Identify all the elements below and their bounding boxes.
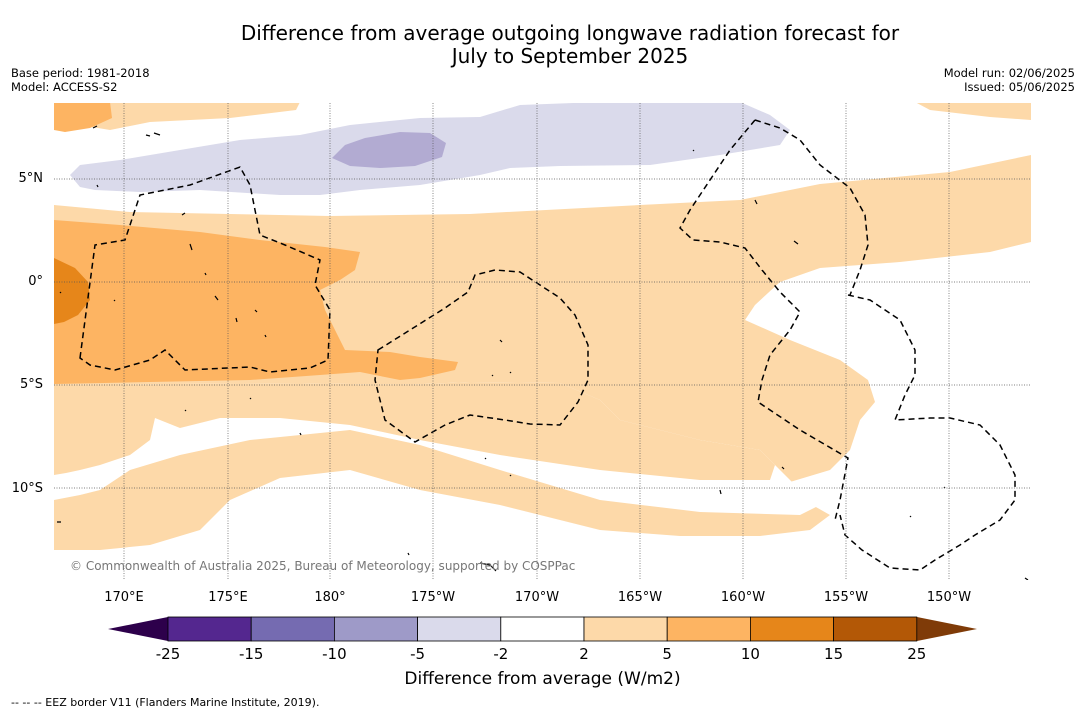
lat-label-equator: 0°: [28, 274, 43, 289]
lon-label-170w: 170°W: [514, 590, 560, 605]
anomaly-region-2-to-5: [54, 382, 775, 480]
colorbar-segment: [167, 616, 252, 642]
colorbar: [108, 616, 977, 642]
colorbar-segment: [333, 616, 418, 642]
anomaly-region-minus-10-to-minus-5: [332, 132, 446, 168]
colorbar-tick-label: -10: [322, 645, 347, 663]
model-name: Model: ACCESS-S2: [11, 80, 118, 94]
copyright-notice: © Commonwealth of Australia 2025, Bureau…: [70, 559, 576, 573]
run-info: Model run: 02/06/2025 Issued: 05/06/2025: [944, 66, 1075, 94]
colorbar-tick-label: -5: [410, 645, 426, 663]
anomaly-region-2-to-5: [54, 103, 300, 130]
colorbar-tick-label: -15: [238, 645, 264, 663]
base-period: Base period: 1981-2018: [11, 66, 150, 80]
lon-label-160w: 160°W: [720, 590, 766, 605]
map-title: Difference from average outgoing longwav…: [0, 22, 1085, 68]
anomaly-region-5-to-10: [54, 103, 112, 132]
colorbar-segment: [583, 616, 668, 642]
colorbar-segment: [500, 616, 585, 642]
colorbar-tick-label: 25: [907, 645, 927, 663]
issued-date: Issued: 05/06/2025: [964, 80, 1075, 94]
lon-label-150w: 150°W: [926, 590, 972, 605]
colorbar-segment: [417, 616, 502, 642]
colorbar-segment: [833, 616, 918, 642]
forecast-anomaly-field: [54, 103, 1031, 580]
lon-label-180: 180°: [314, 590, 346, 605]
colorbar-segment: [666, 616, 751, 642]
colorbar-segment: [250, 616, 335, 642]
colorbar-tick-label: 2: [579, 645, 589, 663]
colorbar-tick-label: -2: [493, 645, 509, 663]
colorbar-segment: [750, 616, 835, 642]
base-info: Base period: 1981-2018 Model: ACCESS-S2: [11, 66, 150, 94]
title-line-2: July to September 2025: [451, 44, 689, 68]
map-gridlines: [54, 103, 1031, 580]
colorbar-tick-label: -25: [155, 645, 181, 663]
lat-label-5s: 5°S: [19, 377, 43, 392]
colorbar-tick-label: 5: [662, 645, 672, 663]
colorbar-tick-label: 15: [824, 645, 844, 663]
lat-label-5n: 5°N: [18, 171, 44, 186]
colorbar-under-triangle: [108, 617, 168, 641]
lon-label-175e: 175°E: [208, 590, 248, 605]
eez-legend: -- -- -- EEZ border V11 (Flanders Marine…: [11, 696, 320, 709]
anomaly-region-2-to-5: [916, 103, 1031, 120]
title-line-1: Difference from average outgoing longwav…: [240, 21, 900, 45]
colorbar-tick-label: 10: [740, 645, 760, 663]
anomaly-region-10-to-15: [54, 258, 90, 324]
lon-label-155w: 155°W: [823, 590, 869, 605]
lon-label-175w: 175°W: [410, 590, 456, 605]
colorbar-over-triangle: [917, 617, 977, 641]
eez-borders: [79, 119, 1016, 571]
island-coastlines: [57, 125, 1029, 580]
anomaly-region-5-to-10: [54, 220, 458, 384]
lon-label-165w: 165°W: [617, 590, 663, 605]
lon-label-170e: 170°E: [104, 590, 144, 605]
model-run: Model run: 02/06/2025: [943, 66, 1075, 80]
colorbar-title: Difference from average (W/m2): [404, 669, 681, 689]
lat-label-10s: 10°S: [11, 481, 43, 496]
